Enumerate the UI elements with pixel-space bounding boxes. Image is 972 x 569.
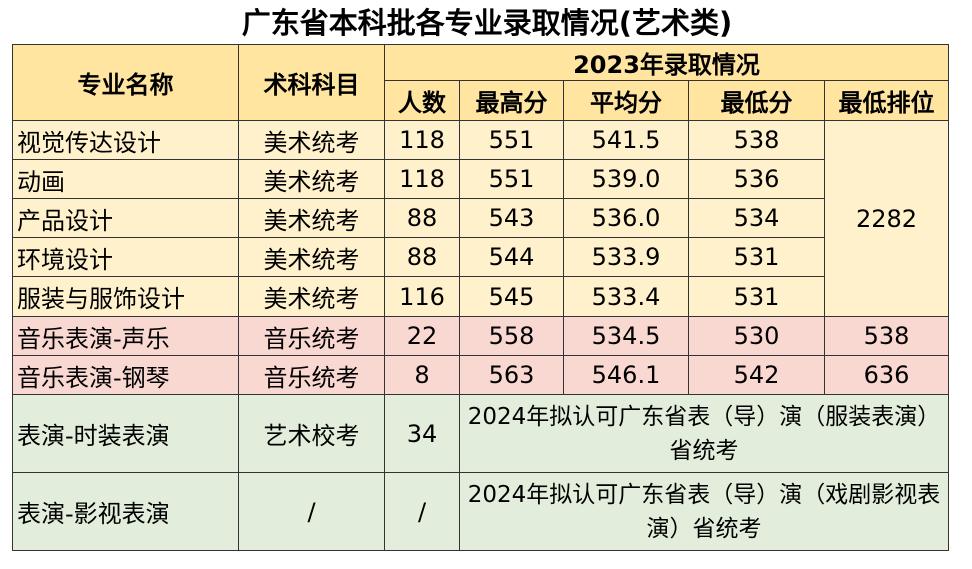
cell-subject: 音乐统考 bbox=[238, 316, 385, 356]
cell-max: 551 bbox=[459, 120, 564, 160]
cell-major: 音乐表演-声乐 bbox=[12, 316, 239, 356]
cell-major: 表演-时装表演 bbox=[12, 394, 239, 473]
cell-subject: 音乐统考 bbox=[238, 355, 385, 395]
cell-major: 产品设计 bbox=[12, 198, 239, 238]
table-row: 环境设计 美术统考 88 544 533.9 531 bbox=[12, 237, 949, 277]
cell-avg: 534.5 bbox=[563, 316, 689, 356]
cell-count: 118 bbox=[384, 120, 460, 160]
cell-major: 视觉传达设计 bbox=[12, 120, 239, 160]
table-row: 表演-影视表演 / / 2024年拟认可广东省表（导）演（戏剧影视表演）省统考 bbox=[12, 472, 949, 551]
cell-subject: / bbox=[238, 472, 385, 551]
cell-major: 动画 bbox=[12, 159, 239, 199]
cell-max: 543 bbox=[459, 198, 564, 238]
cell-min: 538 bbox=[688, 120, 825, 160]
table-row: 产品设计 美术统考 88 543 536.0 534 bbox=[12, 198, 949, 238]
table-row: 音乐表演-钢琴 音乐统考 8 563 546.1 542 636 bbox=[12, 355, 949, 395]
cell-subject: 美术统考 bbox=[238, 159, 385, 199]
cell-count: 88 bbox=[384, 198, 460, 238]
cell-major: 音乐表演-钢琴 bbox=[12, 355, 239, 395]
cell-avg: 536.0 bbox=[563, 198, 689, 238]
cell-max: 545 bbox=[459, 276, 564, 317]
cell-count: 116 bbox=[384, 276, 460, 317]
cell-major: 服装与服饰设计 bbox=[12, 276, 239, 317]
cell-max: 544 bbox=[459, 237, 564, 277]
table-row: 视觉传达设计 美术统考 118 551 541.5 538 2282 bbox=[12, 120, 949, 317]
cell-subject: 美术统考 bbox=[238, 237, 385, 277]
cell-count: / bbox=[384, 472, 460, 551]
admission-table: 专业名称 术科科目 2023年录取情况 人数 最高分 平均分 最低分 最低排位 … bbox=[12, 44, 949, 551]
cell-avg: 539.0 bbox=[563, 159, 689, 199]
cell-min: 542 bbox=[688, 355, 825, 395]
cell-min: 531 bbox=[688, 276, 825, 317]
cell-subject: 美术统考 bbox=[238, 276, 385, 317]
cell-count: 88 bbox=[384, 237, 460, 277]
cell-avg: 533.9 bbox=[563, 237, 689, 277]
cell-max: 558 bbox=[459, 316, 564, 356]
table-row: 表演-时装表演 艺术校考 34 2024年拟认可广东省表（导）演（服装表演）省统… bbox=[12, 394, 949, 473]
header-subject: 术科科目 bbox=[238, 44, 385, 121]
cell-note: 2024年拟认可广东省表（导）演（服装表演）省统考 bbox=[459, 394, 949, 473]
cell-min: 536 bbox=[688, 159, 825, 199]
cell-min: 530 bbox=[688, 316, 825, 356]
table-row: 音乐表演-声乐 音乐统考 22 558 534.5 530 538 bbox=[12, 316, 949, 356]
cell-avg: 541.5 bbox=[563, 120, 689, 160]
cell-max: 551 bbox=[459, 159, 564, 199]
cell-rank: 636 bbox=[824, 355, 949, 395]
cell-max: 563 bbox=[459, 355, 564, 395]
cell-major: 环境设计 bbox=[12, 237, 239, 277]
cell-subject: 艺术校考 bbox=[238, 394, 385, 473]
header-rank: 最低排位 bbox=[824, 80, 949, 121]
header-max: 最高分 bbox=[459, 80, 564, 121]
cell-subject: 美术统考 bbox=[238, 198, 385, 238]
header-avg: 平均分 bbox=[563, 80, 689, 121]
cell-count: 22 bbox=[384, 316, 460, 356]
header-group: 2023年录取情况 bbox=[384, 44, 949, 81]
cell-count: 34 bbox=[384, 394, 460, 473]
page-title: 广东省本科批各专业录取情况(艺术类) bbox=[241, 6, 733, 40]
header-count: 人数 bbox=[384, 80, 460, 121]
header-min: 最低分 bbox=[688, 80, 825, 121]
header-major: 专业名称 bbox=[12, 44, 239, 121]
cell-rank-art: 2282 bbox=[824, 120, 949, 317]
cell-major: 表演-影视表演 bbox=[12, 472, 239, 551]
table-row: 服装与服饰设计 美术统考 116 545 533.4 531 bbox=[12, 276, 949, 317]
cell-subject: 美术统考 bbox=[238, 120, 385, 160]
cell-avg: 533.4 bbox=[563, 276, 689, 317]
table-row: 动画 美术统考 118 551 539.0 536 bbox=[12, 159, 949, 199]
cell-count: 8 bbox=[384, 355, 460, 395]
cell-min: 531 bbox=[688, 237, 825, 277]
cell-avg: 546.1 bbox=[563, 355, 689, 395]
cell-min: 534 bbox=[688, 198, 825, 238]
cell-note: 2024年拟认可广东省表（导）演（戏剧影视表演）省统考 bbox=[459, 472, 949, 551]
cell-count: 118 bbox=[384, 159, 460, 199]
cell-rank: 538 bbox=[824, 316, 949, 356]
